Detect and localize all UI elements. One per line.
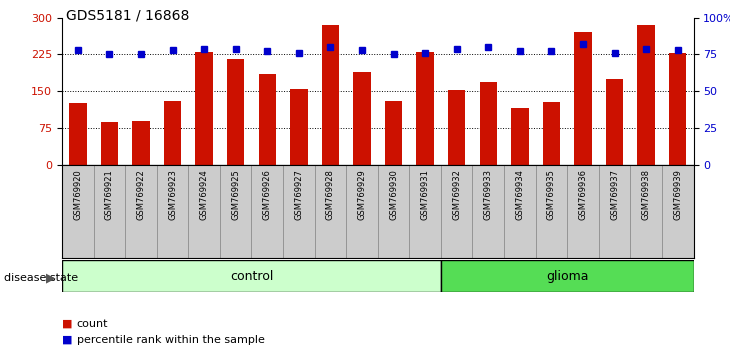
Bar xyxy=(290,89,307,165)
Bar xyxy=(252,165,283,258)
Text: percentile rank within the sample: percentile rank within the sample xyxy=(77,335,264,345)
Bar xyxy=(196,52,213,165)
Text: GSM769925: GSM769925 xyxy=(231,169,240,220)
Text: GSM769922: GSM769922 xyxy=(137,169,145,220)
Text: disease state: disease state xyxy=(4,273,78,283)
Text: GSM769926: GSM769926 xyxy=(263,169,272,220)
Bar xyxy=(322,25,339,165)
Bar xyxy=(410,165,441,258)
Bar xyxy=(93,165,126,258)
Bar xyxy=(441,260,694,292)
Bar xyxy=(511,108,529,165)
Bar xyxy=(220,165,251,258)
Text: GSM769934: GSM769934 xyxy=(515,169,524,220)
Text: ■: ■ xyxy=(62,319,72,329)
Bar xyxy=(69,103,87,165)
Bar xyxy=(188,165,220,258)
Text: GSM769923: GSM769923 xyxy=(168,169,177,220)
Text: control: control xyxy=(230,270,273,282)
Bar xyxy=(416,52,434,165)
Bar xyxy=(480,82,497,165)
Bar xyxy=(542,102,560,165)
Text: GSM769927: GSM769927 xyxy=(294,169,304,220)
Text: GSM769935: GSM769935 xyxy=(547,169,556,220)
Bar xyxy=(599,165,631,258)
Bar xyxy=(132,120,150,165)
Text: GSM769929: GSM769929 xyxy=(358,169,366,220)
Text: ▶: ▶ xyxy=(46,272,55,284)
Bar xyxy=(662,165,694,258)
Text: GSM769937: GSM769937 xyxy=(610,169,619,220)
Bar xyxy=(637,25,655,165)
Bar xyxy=(258,74,276,165)
Text: GSM769928: GSM769928 xyxy=(326,169,335,220)
Text: ■: ■ xyxy=(62,335,72,345)
Text: GSM769920: GSM769920 xyxy=(73,169,82,220)
Bar xyxy=(126,165,157,258)
Text: GSM769921: GSM769921 xyxy=(105,169,114,220)
Text: GSM769936: GSM769936 xyxy=(578,169,588,220)
Bar xyxy=(353,72,371,165)
Text: glioma: glioma xyxy=(546,270,588,282)
Bar xyxy=(575,32,592,165)
Bar xyxy=(448,90,466,165)
Bar xyxy=(504,165,536,258)
Bar xyxy=(315,165,346,258)
Bar xyxy=(346,165,378,258)
Bar xyxy=(164,101,181,165)
Bar xyxy=(62,260,441,292)
Bar xyxy=(536,165,567,258)
Text: GSM769930: GSM769930 xyxy=(389,169,398,220)
Bar xyxy=(157,165,188,258)
Bar xyxy=(62,165,93,258)
Text: GSM769924: GSM769924 xyxy=(199,169,209,220)
Text: count: count xyxy=(77,319,108,329)
Bar xyxy=(227,59,245,165)
Text: GSM769933: GSM769933 xyxy=(484,169,493,220)
Bar xyxy=(283,165,315,258)
Bar xyxy=(567,165,599,258)
Bar xyxy=(101,121,118,165)
Bar xyxy=(669,53,686,165)
Text: GSM769931: GSM769931 xyxy=(420,169,430,220)
Bar xyxy=(472,165,504,258)
Bar xyxy=(631,165,662,258)
Bar xyxy=(606,79,623,165)
Text: GSM769932: GSM769932 xyxy=(452,169,461,220)
Bar xyxy=(378,165,410,258)
Text: GDS5181 / 16868: GDS5181 / 16868 xyxy=(66,9,189,23)
Text: GSM769939: GSM769939 xyxy=(673,169,683,220)
Bar xyxy=(441,165,472,258)
Bar xyxy=(385,101,402,165)
Text: GSM769938: GSM769938 xyxy=(642,169,650,220)
